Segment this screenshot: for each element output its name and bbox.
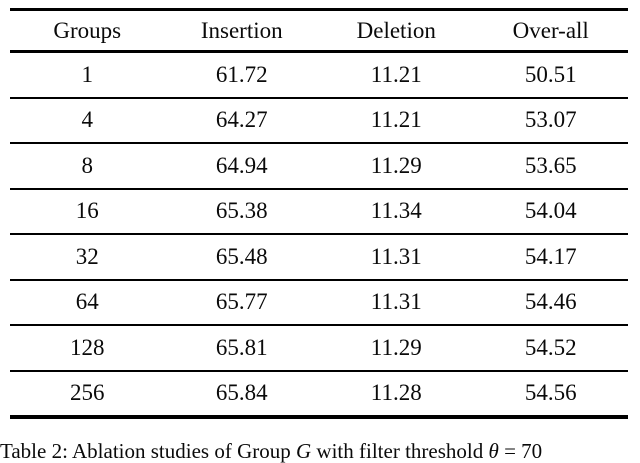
caption-middle: with filter threshold (311, 439, 489, 463)
ablation-results-table: Groups Insertion Deletion Over-all 1 61.… (10, 8, 628, 419)
table-caption: Table 2: Ablation studies of Group G wit… (0, 441, 640, 462)
table-row: 1 61.72 11.21 50.51 (10, 52, 628, 98)
cell-overall: 54.04 (524, 198, 577, 224)
cell-overall: 54.46 (524, 289, 577, 315)
table-row: 4 64.27 11.21 53.07 (10, 98, 628, 143)
cell-groups: 4 (81, 107, 94, 133)
cell-groups: 32 (75, 243, 99, 269)
column-header-insertion: Insertion (200, 17, 283, 43)
cell-deletion: 11.28 (370, 380, 422, 406)
column-header-overall: Over-all (512, 17, 589, 43)
cell-deletion: 11.31 (370, 289, 422, 315)
caption-theta-symbol: θ (488, 439, 499, 463)
cell-overall: 54.17 (524, 243, 577, 269)
cell-groups: 1 (81, 61, 94, 87)
column-header-groups: Groups (53, 17, 122, 43)
caption-prefix: Table 2: Ablation studies of Group (0, 439, 296, 463)
table-row: 8 64.94 11.29 53.65 (10, 143, 628, 189)
cell-overall: 53.65 (524, 152, 577, 178)
cell-insertion: 64.94 (215, 152, 268, 178)
cell-insertion-best: 65.84 (215, 380, 268, 406)
cell-insertion: 65.38 (215, 198, 268, 224)
cell-deletion: 11.29 (370, 334, 422, 360)
table-header-row: Groups Insertion Deletion Over-all (10, 9, 628, 52)
cell-deletion: 11.34 (370, 198, 422, 224)
cell-overall: 53.07 (524, 107, 577, 133)
cell-insertion: 65.48 (215, 243, 268, 269)
table-row: 128 65.81 11.29 54.52 (10, 325, 628, 371)
table-row: 32 65.48 11.31 54.17 (10, 234, 628, 280)
cell-groups: 16 (75, 198, 99, 224)
cell-overall-best: 54.56 (524, 380, 577, 406)
caption-suffix: = 70 (498, 439, 543, 463)
cell-deletion: 11.31 (370, 243, 422, 269)
cell-groups: 8 (81, 152, 94, 178)
cell-groups: 128 (70, 334, 105, 360)
cell-overall: 50.51 (524, 61, 577, 87)
cell-deletion: 11.29 (370, 152, 422, 178)
table-row: 16 65.38 11.34 54.04 (10, 189, 628, 234)
cell-deletion-best: 11.21 (370, 61, 422, 87)
column-header-deletion: Deletion (356, 17, 436, 43)
cell-deletion: 11.21 (370, 107, 422, 133)
cell-groups: 64 (75, 289, 99, 315)
cell-overall: 54.52 (524, 334, 577, 360)
cell-groups: 256 (70, 380, 105, 406)
cell-insertion: 61.72 (215, 61, 268, 87)
table-row: 64 65.77 11.31 54.46 (10, 280, 628, 325)
cell-insertion: 64.27 (215, 107, 268, 133)
cell-insertion: 65.77 (215, 289, 268, 315)
caption-group-symbol: G (296, 439, 312, 463)
table-row: 256 65.84 11.28 54.56 (10, 371, 628, 417)
cell-insertion: 65.81 (215, 334, 268, 360)
